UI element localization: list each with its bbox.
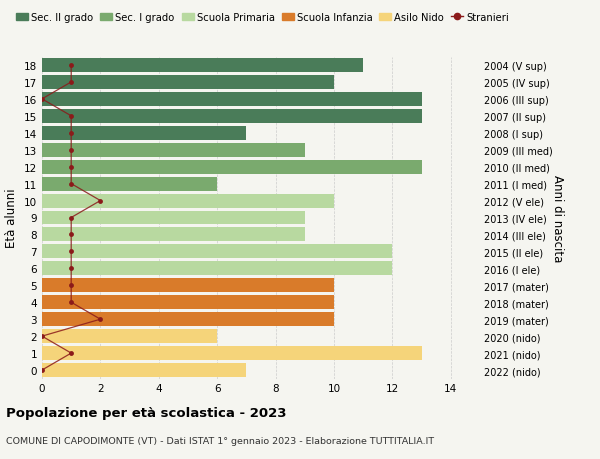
Bar [42,262,392,276]
Bar [42,144,305,157]
Legend: Sec. II grado, Sec. I grado, Scuola Primaria, Scuola Infanzia, Asilo Nido, Stran: Sec. II grado, Sec. I grado, Scuola Prim… [16,12,509,22]
Bar [42,279,334,292]
Bar [42,228,305,242]
Bar [42,93,422,106]
Bar [42,347,422,360]
Y-axis label: Anni di nascita: Anni di nascita [551,174,564,262]
Text: Popolazione per età scolastica - 2023: Popolazione per età scolastica - 2023 [6,406,287,419]
Bar [42,245,392,259]
Bar [42,127,247,140]
Y-axis label: Età alunni: Età alunni [5,188,19,248]
Bar [42,330,217,343]
Bar [42,76,334,90]
Bar [42,177,217,191]
Bar [42,59,363,73]
Bar [42,296,334,309]
Bar [42,160,422,174]
Bar [42,363,247,377]
Bar [42,110,422,123]
Bar [42,313,334,326]
Bar [42,211,305,225]
Text: COMUNE DI CAPODIMONTE (VT) - Dati ISTAT 1° gennaio 2023 - Elaborazione TUTTITALI: COMUNE DI CAPODIMONTE (VT) - Dati ISTAT … [6,436,434,445]
Bar [42,194,334,208]
